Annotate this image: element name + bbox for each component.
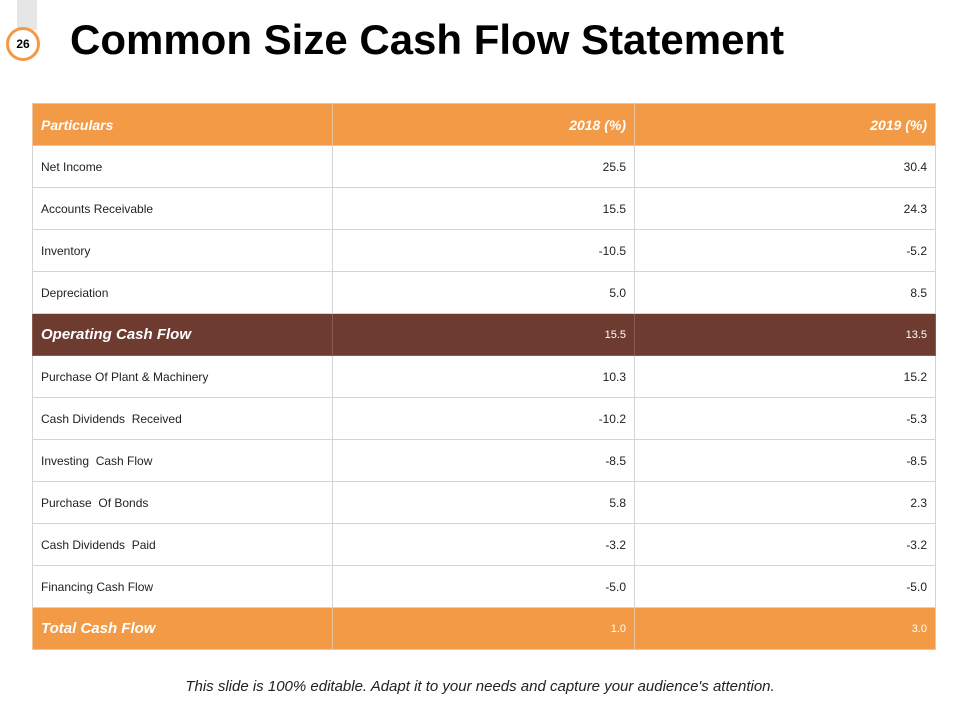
- row-label: Investing Cash Flow: [32, 439, 333, 482]
- row-label: Total Cash Flow: [32, 607, 333, 650]
- row-label: Cash Dividends Paid: [32, 523, 333, 566]
- table-row: Accounts Receivable 15.5 24.3: [32, 187, 936, 230]
- value-2019: 15.2: [634, 355, 936, 398]
- header-2018: 2018 (%): [332, 103, 635, 146]
- table-row: Purchase Of Bonds 5.8 2.3: [32, 481, 936, 524]
- header-2019: 2019 (%): [634, 103, 936, 146]
- value-2019: 24.3: [634, 187, 936, 230]
- header-particulars: Particulars: [32, 103, 333, 146]
- row-label: Operating Cash Flow: [32, 313, 333, 356]
- value-2019: 8.5: [634, 271, 936, 314]
- value-2018: 5.8: [332, 481, 635, 524]
- table-row: Investing Cash Flow -8.5 -8.5: [32, 439, 936, 482]
- page-title: Common Size Cash Flow Statement: [70, 16, 785, 63]
- value-2018: -10.5: [332, 229, 635, 272]
- value-2019: 2.3: [634, 481, 936, 524]
- value-2018: 10.3: [332, 355, 635, 398]
- footer-note: This slide is 100% editable. Adapt it to…: [185, 678, 775, 695]
- decorative-strip: [17, 0, 37, 30]
- slide-number-badge: 26: [6, 27, 40, 61]
- row-label: Purchase Of Bonds: [32, 481, 333, 524]
- value-2018: 15.5: [332, 187, 635, 230]
- table-row: Inventory -10.5 -5.2: [32, 229, 936, 272]
- value-2019: 30.4: [634, 145, 936, 188]
- value-2018: -8.5: [332, 439, 635, 482]
- value-2019: -5.3: [634, 397, 936, 440]
- row-label: Accounts Receivable: [32, 187, 333, 230]
- row-label: Net Income: [32, 145, 333, 188]
- value-2018: 5.0: [332, 271, 635, 314]
- row-label: Inventory: [32, 229, 333, 272]
- table-header-row: Particulars 2018 (%) 2019 (%): [32, 103, 936, 146]
- value-2018: -10.2: [332, 397, 635, 440]
- value-2019: -8.5: [634, 439, 936, 482]
- row-label: Cash Dividends Received: [32, 397, 333, 440]
- value-2018: 1.0: [332, 607, 635, 650]
- value-2018: -5.0: [332, 565, 635, 608]
- value-2019: 13.5: [634, 313, 936, 356]
- total-cash-flow-row: Total Cash Flow 1.0 3.0: [32, 607, 936, 650]
- row-label: Financing Cash Flow: [32, 565, 333, 608]
- operating-cash-flow-row: Operating Cash Flow 15.5 13.5: [32, 313, 936, 356]
- table-row: Cash Dividends Received -10.2 -5.3: [32, 397, 936, 440]
- value-2018: 25.5: [332, 145, 635, 188]
- value-2018: -3.2: [332, 523, 635, 566]
- value-2019: -5.0: [634, 565, 936, 608]
- value-2019: 3.0: [634, 607, 936, 650]
- value-2018: 15.5: [332, 313, 635, 356]
- table-row: Net Income 25.5 30.4: [32, 145, 936, 188]
- row-label: Purchase Of Plant & Machinery: [32, 355, 333, 398]
- value-2019: -5.2: [634, 229, 936, 272]
- row-label: Depreciation: [32, 271, 333, 314]
- table-row: Financing Cash Flow -5.0 -5.0: [32, 565, 936, 608]
- cash-flow-table: Particulars 2018 (%) 2019 (%) Net Income…: [32, 103, 936, 650]
- table-row: Depreciation 5.0 8.5: [32, 271, 936, 314]
- value-2019: -3.2: [634, 523, 936, 566]
- table-row: Cash Dividends Paid -3.2 -3.2: [32, 523, 936, 566]
- table-row: Purchase Of Plant & Machinery 10.3 15.2: [32, 355, 936, 398]
